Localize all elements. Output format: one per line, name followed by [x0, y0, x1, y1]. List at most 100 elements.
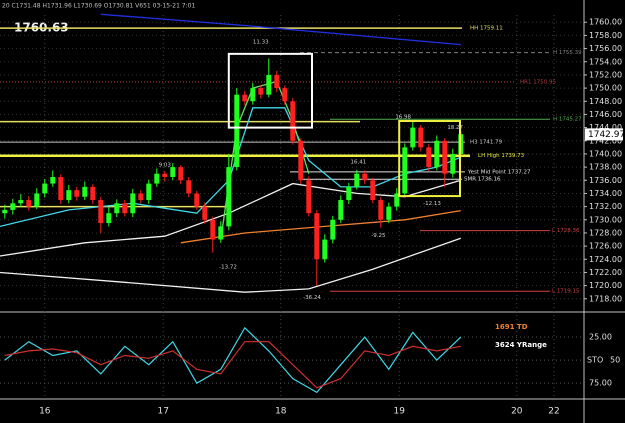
candle-body: [274, 74, 280, 89]
candle-body: [74, 190, 80, 197]
y-tick-label: 1718.00: [589, 294, 622, 303]
y-tick-label: 50: [610, 356, 620, 365]
candle-body: [410, 127, 416, 148]
candle-body: [282, 88, 288, 102]
y-tick-label: 1728.00: [589, 228, 622, 237]
x-tick-label: 22: [548, 407, 559, 417]
candle-body: [266, 74, 272, 95]
candle-body: [194, 193, 200, 207]
y-tick-label: 1738.00: [589, 163, 622, 172]
y-tick-label: 1742.00: [589, 136, 622, 145]
candle-body: [426, 147, 432, 168]
x-tick-label: 19: [393, 407, 405, 417]
moving-average-line: [100, 13, 461, 46]
y-tick-label: 1722.00: [589, 268, 622, 277]
moving-average-line: [180, 209, 461, 244]
candle-body: [202, 206, 208, 220]
candle-body: [90, 186, 96, 201]
candle-body: [354, 173, 360, 187]
y-tick-label: 1720.00: [589, 281, 622, 290]
candle-body: [138, 193, 144, 201]
candle-body: [394, 193, 400, 207]
swing-label: 16.98: [395, 115, 411, 121]
level-label: HH 1759.11: [470, 26, 503, 32]
level-label: HR1 1750.95: [520, 79, 556, 85]
level-label: L 1728.36: [552, 228, 580, 234]
candle-body: [34, 193, 40, 207]
level-label: L 1719.15: [552, 289, 580, 295]
candle-body: [18, 200, 24, 204]
swing-label: 9.03: [159, 163, 172, 169]
indicator-label: STO: [587, 356, 603, 365]
swing-label: 11.33: [253, 39, 269, 45]
candle-body: [330, 219, 336, 240]
y-tick-label: 1744.00: [589, 123, 622, 132]
candle-body: [442, 140, 448, 174]
indicator-note: 3624 YRange: [495, 341, 547, 349]
swing-label: 18.27: [447, 125, 463, 131]
candle-body: [98, 200, 104, 224]
candle-body: [82, 186, 88, 197]
moving-average-line: [220, 80, 310, 240]
candle-body: [146, 183, 152, 201]
swing-label: -12.13: [423, 201, 441, 207]
x-tick-label: 17: [157, 407, 168, 417]
candle-body: [186, 180, 192, 194]
candle-body: [114, 203, 120, 214]
candle-body: [10, 203, 16, 210]
y-tick-label: 25.00: [589, 333, 612, 342]
candle-body: [122, 203, 128, 214]
level-label: H 1755.39: [553, 50, 582, 56]
y-tick-label: 1746.00: [589, 110, 622, 119]
y-tick-label: 1736.00: [589, 176, 622, 185]
candle-body: [378, 200, 384, 220]
candle-body: [210, 219, 216, 240]
header-text: 20 C1731.48 H1731.96 L1730.69 O1730.81 V…: [2, 3, 195, 10]
x-tick-label: 16: [39, 407, 51, 417]
candle-body: [418, 127, 424, 148]
y-tick-label: 1756.00: [589, 44, 622, 53]
candle-body: [2, 209, 8, 214]
y-tick-label: 1734.00: [589, 189, 622, 198]
candle-body: [306, 180, 312, 214]
y-tick-label: 1752.00: [589, 70, 622, 79]
last-price-box: [585, 128, 623, 141]
y-tick-label: 75.00: [589, 379, 612, 388]
candle-body: [402, 147, 408, 194]
highlight-box: [227, 52, 313, 129]
candle-body: [50, 176, 56, 184]
candle-body: [234, 94, 240, 168]
candle-body: [450, 153, 456, 174]
candle-body: [162, 173, 168, 177]
level-label: LH High 1739.73: [478, 153, 525, 159]
candle-body: [346, 186, 352, 201]
x-tick-label: 18: [275, 407, 287, 417]
candle-body: [66, 190, 72, 201]
y-tick-label: 1760.00: [589, 18, 622, 27]
candle-body: [242, 94, 248, 102]
candle-body: [250, 88, 256, 102]
candle-body: [178, 167, 184, 181]
y-tick-label: 1726.00: [589, 242, 622, 251]
highlight-box: [398, 120, 462, 198]
y-tick-label: 1750.00: [589, 84, 622, 93]
y-tick-label: 1740.00: [589, 149, 622, 158]
level-label: SMR 1736.16: [464, 177, 501, 183]
candle-body: [226, 167, 232, 227]
candle-body: [106, 213, 112, 224]
candle-body: [42, 183, 48, 194]
candle-body: [26, 200, 32, 207]
level-label: H3 1741.79: [470, 140, 503, 146]
indicator-note: 1691 TD: [495, 323, 528, 331]
y-tick-label: 1730.00: [589, 215, 622, 224]
candle-body: [370, 180, 376, 201]
candle-body: [362, 173, 368, 181]
swing-label: 16.41: [351, 159, 367, 165]
candle-body: [58, 176, 64, 201]
moving-average-line: [0, 237, 462, 293]
candle-body: [170, 167, 176, 177]
candle-body: [434, 140, 440, 168]
candle-body: [322, 239, 328, 260]
x-tick-label: 20: [511, 407, 523, 417]
